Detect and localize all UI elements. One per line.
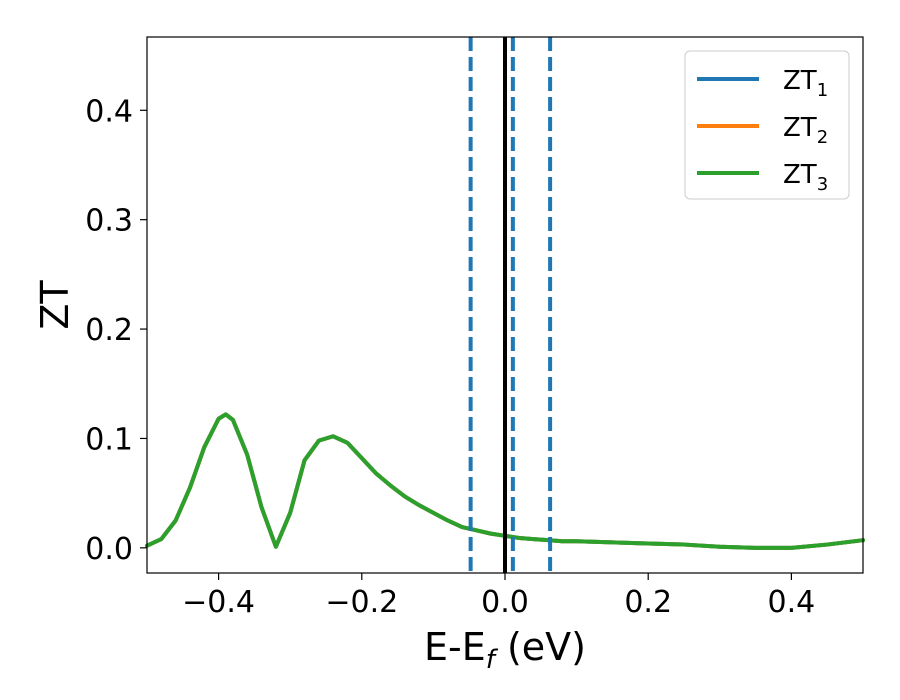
x-axis-ticks: −0.4 −0.2 0.0 0.2 0.4 [182,573,815,620]
legend-box [684,50,850,200]
legend: ZT1 ZT2 ZT3 [684,50,850,200]
y-axis-ticks: 0.0 0.1 0.2 0.3 0.4 [85,94,147,567]
x-tick-label: 0.2 [624,585,672,620]
x-tick-label: −0.4 [182,585,255,620]
y-tick-label: 0.2 [85,313,133,348]
x-axis-title: E-Ef (eV) [424,625,586,675]
y-tick-label: 0.1 [85,422,133,457]
legend-label: ZT2 [783,113,828,148]
series-lines [145,412,865,550]
legend-label: ZT1 [783,66,828,101]
series-line-zt3 [145,412,865,550]
y-axis-title: ZT [33,280,77,330]
x-tick-label: −0.2 [325,585,398,620]
x-tick-label: 0.0 [481,585,529,620]
legend-label: ZT3 [783,160,828,195]
y-tick-label: 0.4 [85,94,133,129]
reference-lines [468,37,553,573]
x-tick-label: 0.4 [768,585,816,620]
y-tick-label: 0.0 [85,532,133,567]
y-tick-label: 0.3 [85,204,133,239]
